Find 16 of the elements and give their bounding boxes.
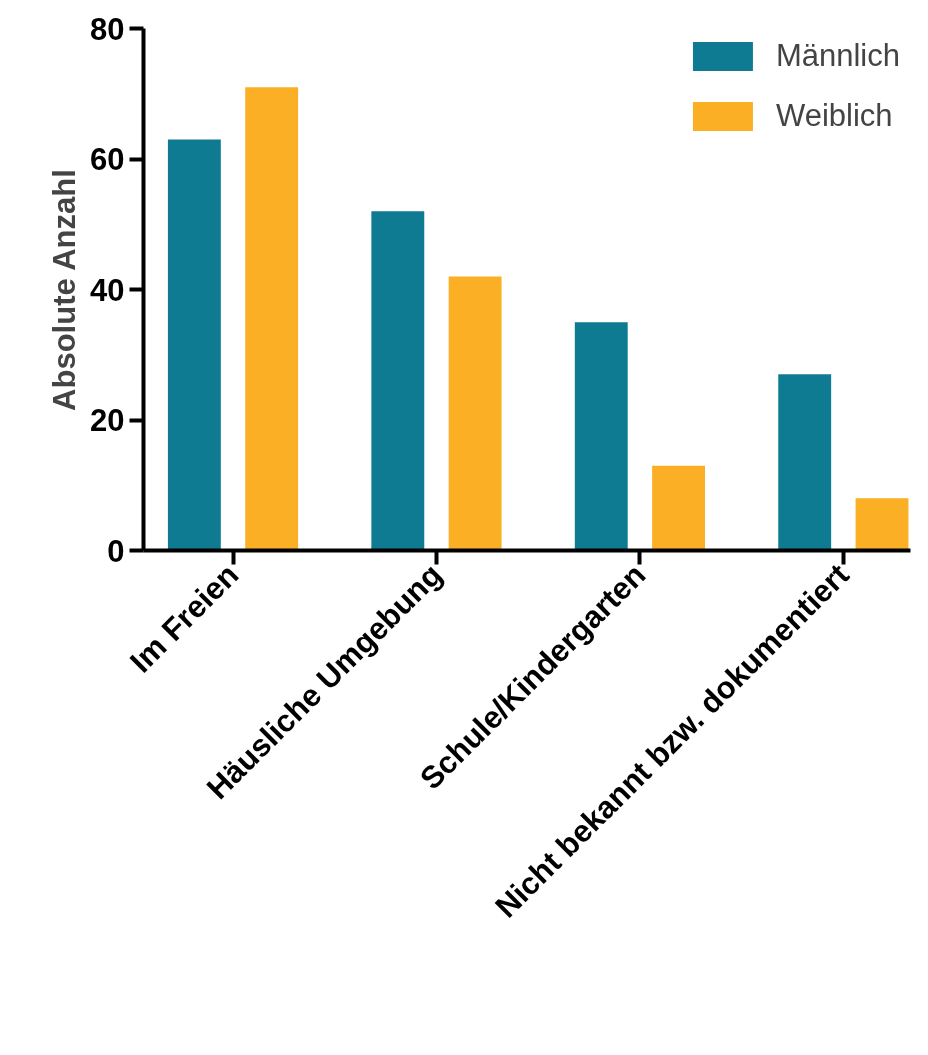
y-tick-label: 20 [90,403,125,438]
legend-label: Weiblich [775,98,893,134]
bar [448,276,502,551]
bar [574,322,628,551]
y-tick-label: 40 [90,272,125,308]
legend-label: Männlich [775,38,900,74]
bar [652,465,706,551]
y-axis-title: Absolute Anzahl [47,169,83,411]
bar [371,211,425,551]
bar [855,498,909,551]
bar [167,139,221,551]
y-tick-label: 0 [107,533,125,569]
y-tick-label: 80 [90,11,125,47]
bar [245,87,299,551]
bar [778,374,832,551]
y-tick-label: 60 [90,142,125,177]
